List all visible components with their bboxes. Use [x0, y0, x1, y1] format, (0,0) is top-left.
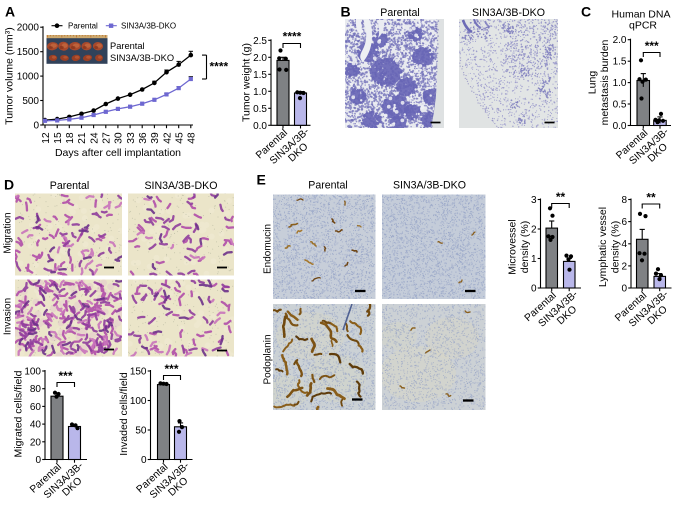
- svg-text:density (%): density (%): [519, 221, 531, 274]
- svg-text:***: ***: [164, 362, 178, 376]
- svg-text:0.0: 0.0: [613, 121, 627, 132]
- svg-text:150: 150: [130, 367, 147, 378]
- svg-text:100: 100: [130, 396, 147, 407]
- svg-text:20: 20: [30, 437, 42, 448]
- svg-text:1.5: 1.5: [253, 70, 267, 81]
- svg-text:E: E: [257, 171, 266, 187]
- svg-text:2.0: 2.0: [613, 35, 627, 46]
- svg-text:Lung: Lung: [587, 71, 599, 95]
- svg-text:42: 42: [162, 132, 173, 144]
- svg-text:Parental: Parental: [50, 180, 89, 192]
- svg-text:qPCR: qPCR: [629, 19, 657, 31]
- svg-text:C: C: [581, 3, 591, 19]
- svg-text:0: 0: [35, 455, 41, 466]
- svg-text:1: 1: [531, 254, 537, 265]
- svg-text:Lymphatic vessel: Lymphatic vessel: [597, 207, 609, 287]
- svg-text:Parental: Parental: [68, 21, 98, 30]
- svg-text:SIN3A/3B-DKO: SIN3A/3B-DKO: [144, 180, 217, 192]
- svg-text:Invasion: Invasion: [2, 298, 13, 335]
- svg-text:50: 50: [135, 426, 147, 437]
- svg-text:Migrated cells/field: Migrated cells/field: [13, 370, 25, 457]
- svg-text:2.5: 2.5: [253, 36, 267, 47]
- svg-text:SIN3A/3B-DKO: SIN3A/3B-DKO: [121, 21, 176, 30]
- svg-text:Days after cell implantation: Days after cell implantation: [55, 147, 181, 159]
- svg-text:2: 2: [621, 261, 627, 272]
- svg-text:metastasis burden: metastasis burden: [599, 39, 611, 125]
- svg-text:0.0: 0.0: [253, 121, 267, 132]
- svg-text:3: 3: [531, 195, 537, 206]
- svg-text:SIN3A/3B-DKO: SIN3A/3B-DKO: [110, 53, 174, 63]
- svg-text:density (%): density (%): [610, 221, 622, 274]
- svg-text:45: 45: [174, 132, 185, 144]
- svg-text:0: 0: [621, 284, 627, 295]
- svg-text:100: 100: [24, 367, 41, 378]
- svg-text:2.0: 2.0: [253, 53, 267, 64]
- svg-text:30: 30: [114, 132, 125, 144]
- svg-text:Migration: Migration: [2, 212, 13, 253]
- svg-text:0.5: 0.5: [613, 100, 627, 111]
- svg-text:SIN3A/3B-DKO: SIN3A/3B-DKO: [393, 180, 466, 192]
- svg-text:SIN3A/3B-DKO: SIN3A/3B-DKO: [472, 7, 545, 19]
- svg-text:12: 12: [41, 132, 52, 144]
- svg-text:2: 2: [531, 225, 537, 236]
- svg-text:6: 6: [621, 217, 627, 228]
- svg-text:1500: 1500: [17, 47, 40, 58]
- svg-text:**: **: [646, 191, 656, 205]
- svg-text:Invaded cells/field: Invaded cells/field: [118, 372, 130, 456]
- svg-text:4: 4: [621, 239, 627, 250]
- svg-text:B: B: [341, 3, 351, 19]
- svg-text:48: 48: [187, 132, 198, 144]
- svg-text:80: 80: [30, 384, 42, 395]
- svg-text:Microvessel: Microvessel: [507, 219, 519, 274]
- svg-text:27: 27: [102, 132, 113, 144]
- svg-text:21: 21: [77, 132, 88, 144]
- svg-text:18: 18: [65, 132, 76, 144]
- svg-text:1.5: 1.5: [613, 57, 627, 68]
- svg-text:1000: 1000: [17, 72, 40, 83]
- svg-text:Parental: Parental: [110, 41, 145, 51]
- svg-text:***: ***: [58, 369, 72, 383]
- svg-text:0: 0: [531, 284, 537, 295]
- svg-text:****: ****: [210, 60, 229, 74]
- svg-text:Human DNA: Human DNA: [612, 8, 671, 20]
- svg-text:39: 39: [150, 132, 161, 144]
- svg-text:D: D: [4, 177, 14, 193]
- svg-text:500: 500: [22, 96, 39, 107]
- svg-text:A: A: [5, 3, 15, 19]
- svg-text:Tumor weight (g): Tumor weight (g): [241, 43, 253, 122]
- svg-text:1.0: 1.0: [253, 87, 267, 98]
- svg-text:15: 15: [53, 132, 64, 144]
- svg-text:Podoplanin: Podoplanin: [263, 334, 274, 384]
- svg-text:Parental: Parental: [380, 7, 419, 19]
- svg-text:2000: 2000: [17, 23, 40, 34]
- svg-text:0: 0: [141, 455, 147, 466]
- svg-text:Endomucin: Endomucin: [263, 224, 274, 274]
- svg-text:1.0: 1.0: [613, 78, 627, 89]
- svg-text:Parental: Parental: [308, 180, 347, 192]
- svg-text:0.5: 0.5: [253, 104, 267, 115]
- svg-text:24: 24: [89, 132, 100, 144]
- svg-text:36: 36: [138, 132, 149, 144]
- svg-text:33: 33: [126, 132, 137, 144]
- svg-text:8: 8: [621, 195, 627, 206]
- svg-text:Tumor volume (mm³): Tumor volume (mm³): [4, 27, 16, 125]
- svg-text:0: 0: [33, 121, 39, 132]
- svg-text:40: 40: [30, 420, 42, 431]
- svg-text:60: 60: [30, 402, 42, 413]
- svg-text:***: ***: [645, 39, 659, 53]
- svg-text:****: ****: [283, 30, 302, 44]
- svg-text:**: **: [556, 190, 566, 204]
